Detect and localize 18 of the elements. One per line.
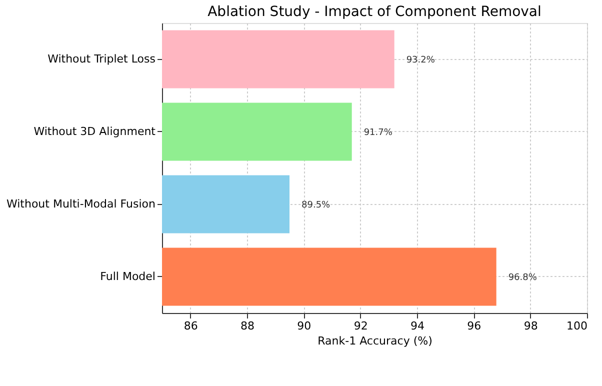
x-axis-title: Rank-1 Accuracy (%) [318, 334, 432, 348]
data-label: 93.2% [406, 55, 436, 66]
y-tick-label: Without Multi-Modal Fusion [6, 197, 156, 210]
x-tick-label: 92 [354, 320, 368, 332]
data-label: 91.7% [364, 128, 393, 138]
x-tick-label: 88 [240, 320, 254, 332]
chart-title: Ablation Study - Impact of Component Removal [208, 4, 542, 20]
x-tick-label: 96 [467, 320, 482, 332]
data-label: 89.5% [302, 200, 331, 210]
y-tick-label: Full Model [100, 270, 156, 283]
y-tick-label: Without 3D Alignment [34, 124, 156, 138]
x-tick-label: 94 [410, 320, 424, 332]
y-tick-label: Without Triplet Loss [48, 52, 156, 66]
x-tick-label: 100 [566, 320, 588, 332]
x-tick-label: 90 [297, 320, 312, 332]
x-tick-label: 98 [524, 320, 538, 332]
x-tick-label: 86 [184, 320, 198, 332]
data-label: 96.8% [508, 272, 538, 283]
